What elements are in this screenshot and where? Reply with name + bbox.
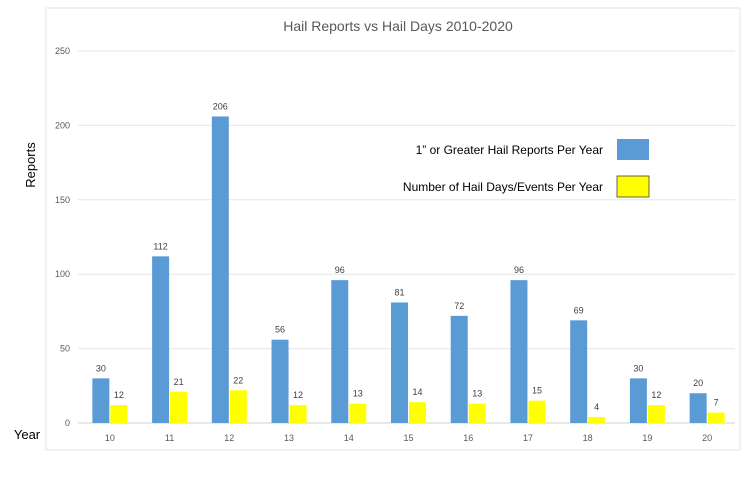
chart-frame: [45, 7, 741, 451]
x-tick-label: 10: [105, 433, 115, 443]
y-tick-label: 150: [55, 195, 70, 205]
bar-hail-reports: [629, 378, 647, 423]
y-tick-label: 0: [65, 418, 70, 428]
bar-hail-days: [528, 400, 546, 423]
data-label: 69: [574, 305, 584, 315]
x-tick-label: 14: [344, 433, 354, 443]
data-label: 7: [714, 398, 719, 408]
legend-swatch: [617, 139, 649, 160]
bar-hail-days: [468, 403, 486, 423]
y-tick-label: 200: [55, 120, 70, 130]
data-label: 112: [153, 241, 167, 251]
data-label: 96: [514, 265, 524, 275]
bars: [92, 116, 725, 424]
bar-hail-reports: [271, 339, 289, 423]
y-axis-ticks: 0 50 100 150 200 250: [55, 46, 70, 428]
x-tick-label: 18: [583, 433, 593, 443]
legend: 1” or Greater Hail Reports Per Year Numbe…: [403, 139, 650, 198]
x-tick-label: 19: [642, 433, 652, 443]
bar-hail-reports: [689, 393, 707, 423]
x-tick-label: 11: [165, 433, 174, 443]
data-label: 14: [412, 387, 422, 397]
bar-hail-reports: [391, 302, 408, 423]
chart-title: Hail Reports vs Hail Days 2010-2020: [283, 18, 513, 34]
data-label: 30: [633, 363, 643, 373]
bar-hail-reports: [570, 320, 588, 423]
bar-hail-days: [289, 405, 307, 423]
data-label: 56: [275, 325, 285, 335]
data-label: 22: [233, 375, 243, 385]
data-label: 15: [532, 386, 542, 396]
bar-hail-reports: [450, 315, 468, 423]
x-tick-label: 16: [463, 433, 473, 443]
bar-hail-reports: [211, 116, 229, 424]
x-tick-label: 20: [702, 433, 712, 443]
data-label: 96: [335, 265, 345, 275]
y-tick-label: 250: [55, 46, 70, 56]
data-label: 13: [472, 389, 482, 399]
data-label: 21: [174, 377, 184, 387]
data-label: 81: [394, 287, 404, 297]
x-tick-label: 17: [523, 433, 533, 443]
legend-swatch: [616, 175, 650, 198]
data-labels: 30 12 112 21 206 22 56 12 96 13 81 14 72 13 96 15 69 4 30 1…: [96, 101, 719, 412]
bar-hail-days: [170, 391, 188, 423]
bar-hail-days: [229, 390, 247, 423]
y-axis-label: Reports: [23, 142, 38, 188]
bar-hail-reports: [92, 378, 110, 423]
data-label: 13: [353, 389, 363, 399]
data-label: 4: [594, 402, 599, 412]
data-label: 206: [213, 101, 228, 111]
data-label: 12: [114, 390, 124, 400]
bar-hail-days: [110, 405, 128, 423]
x-tick-label: 12: [224, 433, 234, 443]
gridlines: [78, 50, 735, 424]
data-label: 12: [651, 390, 661, 400]
bar-hail-days: [647, 405, 665, 423]
bar-hail-days: [707, 412, 725, 423]
bar-hail-reports: [510, 280, 528, 423]
legend-label: 1” or Greater Hail Reports Per Year: [416, 143, 603, 157]
bar-hail-reports: [331, 280, 349, 423]
data-label: 72: [454, 301, 464, 311]
data-label: 12: [293, 390, 303, 400]
x-axis-ticks: 10 11 12 13 14 15 16 17 18 19 20: [105, 433, 712, 443]
bar-hail-days: [349, 403, 367, 423]
x-tick-label: 13: [284, 433, 294, 443]
data-label: 20: [693, 378, 703, 388]
y-tick-label: 100: [55, 269, 70, 279]
legend-label: Number of Hail Days/Events Per Year: [403, 180, 603, 194]
x-tick-label: 15: [403, 433, 413, 443]
y-tick-label: 50: [60, 344, 70, 354]
bar-hail-days: [409, 402, 426, 423]
x-axis-label: Year: [14, 427, 41, 442]
bar-hail-days: [588, 417, 606, 423]
bar-hail-reports: [152, 256, 170, 423]
data-label: 30: [96, 363, 106, 373]
